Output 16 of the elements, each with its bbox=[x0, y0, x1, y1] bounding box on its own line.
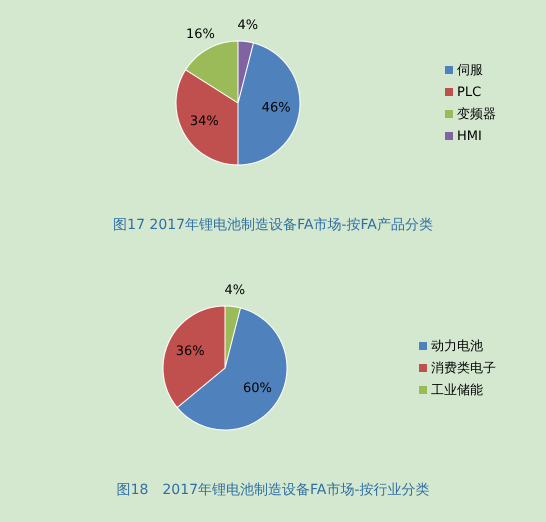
legend-label: 动力电池 bbox=[431, 339, 483, 354]
legend-label: 伺服 bbox=[457, 63, 483, 78]
legend-label: 变频器 bbox=[457, 107, 496, 122]
data-label: 4% bbox=[237, 18, 258, 34]
data-label: 46% bbox=[262, 100, 291, 116]
legend-label: PLC bbox=[457, 85, 482, 100]
legend-label: 消费类电子 bbox=[431, 361, 496, 376]
legend-label: HMI bbox=[457, 129, 482, 144]
data-label: 34% bbox=[190, 114, 219, 130]
data-label: 36% bbox=[176, 344, 205, 360]
text: 图18 2017年锂电池制造设备FA市场-按行业分类 bbox=[116, 481, 430, 499]
data-label: 60% bbox=[243, 381, 272, 396]
text: 图17 2017年锂电池制造设备FA市场-按FA产品分类 bbox=[112, 216, 434, 234]
data-label: 16% bbox=[186, 27, 215, 42]
data-label: 4% bbox=[224, 283, 246, 298]
legend-label: 工业储能 bbox=[431, 383, 483, 398]
